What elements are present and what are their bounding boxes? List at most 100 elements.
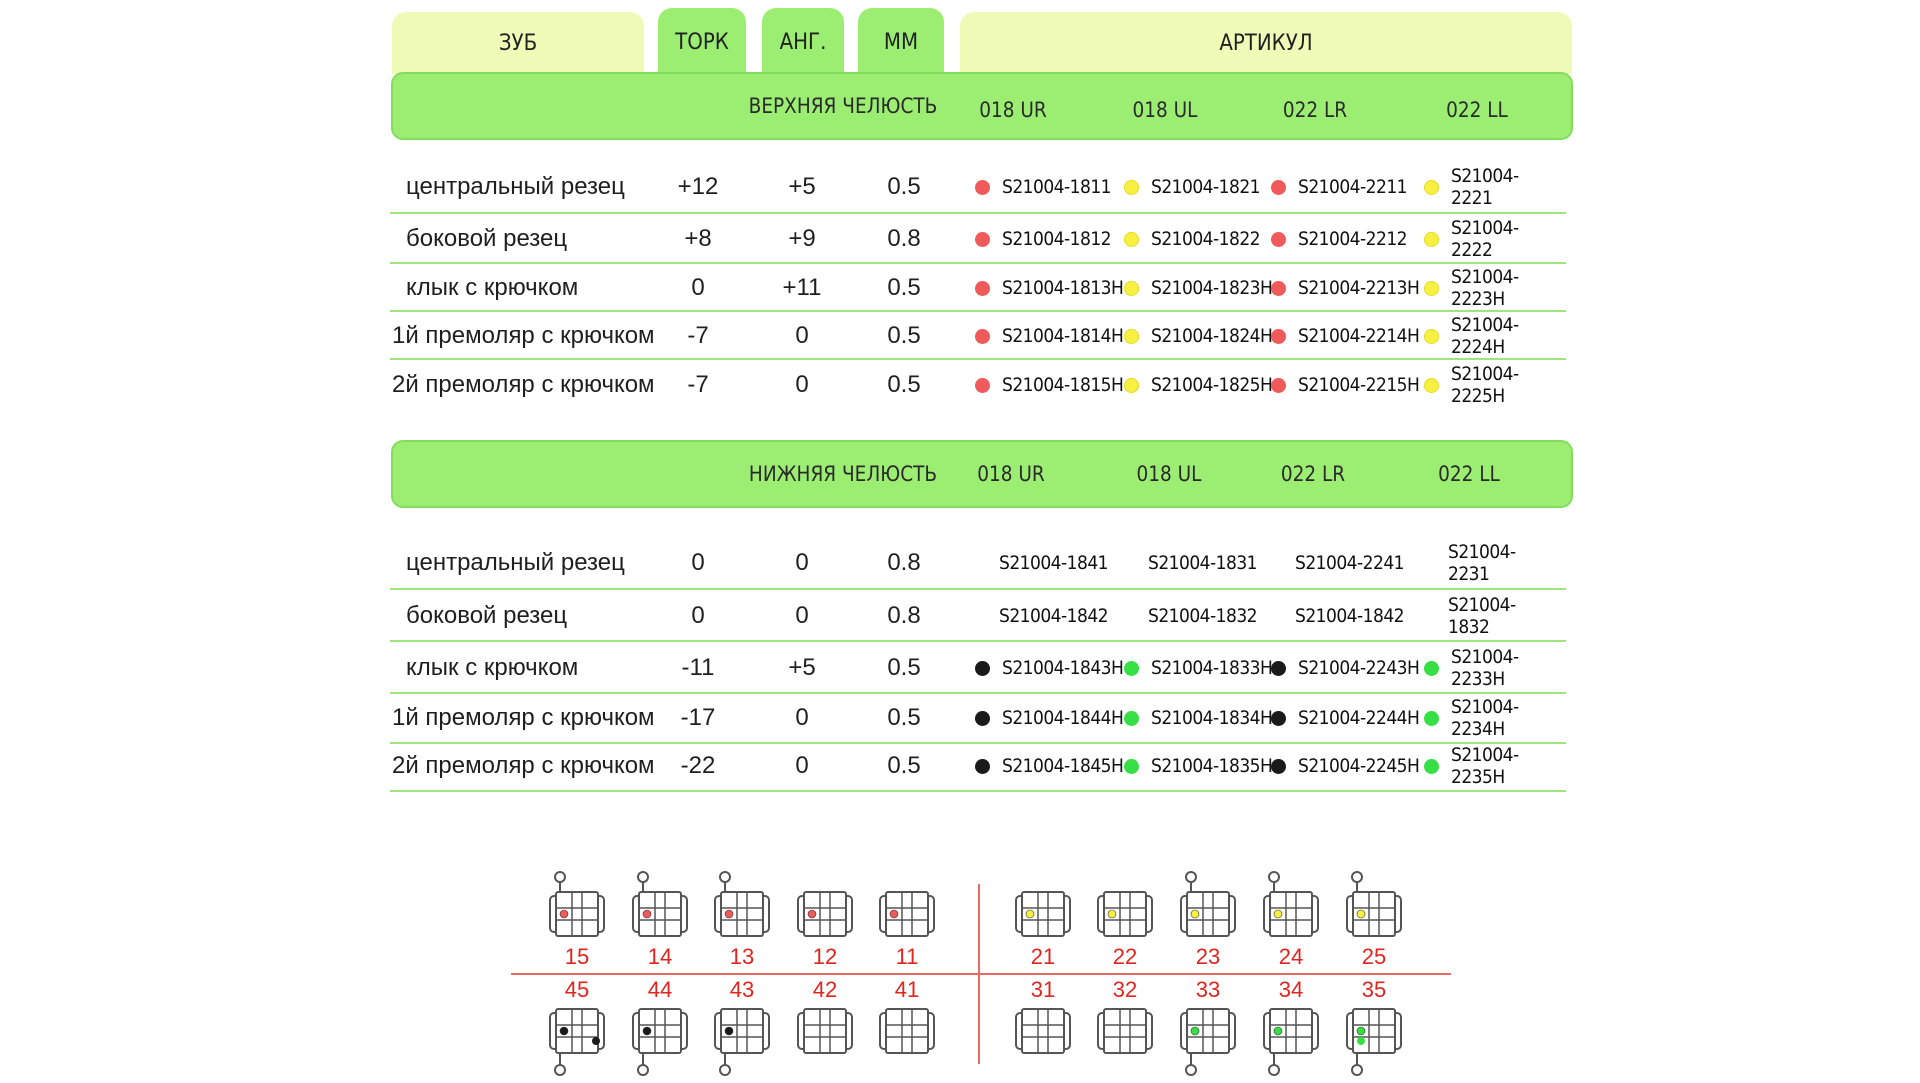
article-code: S21004-1825H [1151, 374, 1273, 396]
bracket-icon [629, 996, 691, 1076]
article-cell: S21004-2235H [1424, 741, 1566, 791]
article-code: S21004-2241 [1295, 552, 1405, 574]
mm-value: 0.5 [887, 371, 921, 398]
mm-value: 0.5 [887, 654, 921, 681]
tab-article: АРТИКУЛ [960, 12, 1572, 74]
mm-value: 0.5 [887, 752, 921, 779]
article-cell: S21004-2212 [1271, 214, 1419, 264]
tab-tooth-label: ЗУБ [498, 30, 538, 56]
upper-row: боковой резец +8 +9 0.8 S21004-1812 S21004-18… [390, 214, 1566, 264]
tooth-number: 14 [647, 944, 673, 969]
tooth-number: 42 [812, 977, 838, 1002]
article-cell: S21004-2222 [1424, 214, 1566, 264]
row-divider [390, 262, 1566, 264]
tooth-number: 31 [1030, 977, 1056, 1002]
lower-row: 1й премоляр с крючком -17 0 0.5 S21004-1844H… [390, 693, 1566, 743]
mm-value: 0.8 [887, 549, 921, 576]
tooth-name: боковой резец [406, 225, 568, 252]
mm-value: 0.5 [887, 704, 921, 731]
torque-value: +12 [677, 173, 719, 200]
article-code: S21004-1814H [1002, 325, 1124, 347]
upper-col-3: 022 LR [1282, 98, 1348, 122]
article-cell: S21004-2233H [1424, 643, 1566, 693]
lower-col-4: 022 LL [1438, 462, 1500, 486]
upper-row: 2й премоляр с крючком -7 0 0.5 S21004-1815H S… [390, 360, 1566, 410]
article-code: S21004-1832 [1448, 594, 1516, 638]
black-dot-icon [975, 660, 990, 676]
tooth-number: 22 [1112, 944, 1138, 969]
torque-value: 0 [691, 274, 705, 301]
article-code: S21004-1843H [1002, 657, 1124, 679]
article-code: S21004-2233H [1451, 646, 1519, 690]
tooth-number: 34 [1278, 977, 1304, 1002]
article-cell: S21004-2244H [1271, 693, 1433, 743]
bracket-icon [1260, 868, 1322, 938]
tooth-number: 15 [564, 944, 590, 969]
angle-value: +9 [788, 225, 816, 252]
upper-row: центральный резец +12 +5 0.5 S21004-1811 S210… [390, 162, 1566, 212]
tooth-name: 1й премоляр с крючком [392, 704, 655, 731]
lower-col-3: 022 LR [1280, 462, 1346, 486]
article-cell: S21004-1833H [1124, 643, 1286, 693]
article-code: S21004-1835H [1151, 755, 1273, 777]
yellow-dot-icon [1424, 231, 1439, 247]
bracket-icon [1343, 868, 1405, 938]
green-dot-icon [1124, 660, 1139, 676]
tooth-number: 41 [894, 977, 920, 1002]
tooth-name: центральный резец [406, 549, 625, 576]
black-dot-icon [1271, 710, 1286, 726]
article-code: S21004-1834H [1151, 707, 1273, 729]
row-divider [390, 790, 1566, 792]
bracket-icon [794, 868, 856, 938]
row-divider [390, 742, 1566, 744]
bracket-icon [629, 868, 691, 938]
article-cell: S21004-1845H [975, 741, 1137, 791]
article-cell: S21004-2214H [1271, 311, 1433, 361]
article-cell: S21004-1824H [1124, 311, 1286, 361]
article-code: S21004-2224H [1451, 314, 1519, 358]
bracket-icon [1260, 996, 1322, 1076]
article-cell: S21004-2221 [1424, 162, 1566, 212]
tooth-name: 1й премоляр с крючком [392, 322, 655, 349]
bracket-icon [1177, 996, 1239, 1076]
article-code: S21004-2222 [1451, 217, 1519, 261]
tab-mm: ММ [858, 8, 944, 76]
yellow-dot-icon [1424, 179, 1439, 195]
row-divider [390, 358, 1566, 360]
tooth-number: 21 [1030, 944, 1056, 969]
article-cell: S21004-1821 [1124, 162, 1272, 212]
article-code: S21004-2244H [1298, 707, 1420, 729]
tooth-number: 32 [1112, 977, 1138, 1002]
torque-value: +8 [684, 225, 712, 252]
red-dot-icon [1271, 179, 1286, 195]
article-cell: S21004-2243H [1271, 643, 1433, 693]
yellow-dot-icon [1424, 280, 1439, 296]
row-divider [390, 588, 1566, 590]
green-dot-icon [1424, 758, 1439, 774]
green-dot-icon [1124, 710, 1139, 726]
yellow-dot-icon [1124, 231, 1139, 247]
tooth-number: 11 [895, 944, 919, 969]
lower-col-1: 018 UR [977, 462, 1045, 486]
red-dot-icon [975, 231, 990, 247]
mm-value: 0.8 [887, 225, 921, 252]
article-code: S21004-1845H [1002, 755, 1124, 777]
article-code: S21004-2245H [1298, 755, 1420, 777]
article-cell: S21004-1823H [1124, 263, 1286, 313]
row-divider [390, 640, 1566, 642]
green-dot-icon [1124, 758, 1139, 774]
angle-value: 0 [795, 322, 809, 349]
article-cell: S21004-1831 [1148, 538, 1269, 588]
bracket-icon [711, 868, 773, 938]
tab-torque-label: ТОРК [675, 29, 729, 55]
lower-row: клык с крючком -11 +5 0.5 S21004-1843H S21004… [390, 643, 1566, 693]
red-dot-icon [1271, 280, 1286, 296]
article-cell: S21004-1842 [999, 591, 1120, 641]
angle-value: 0 [795, 752, 809, 779]
mm-value: 0.5 [887, 322, 921, 349]
tooth-number: 45 [564, 977, 590, 1002]
diagram-horizontal-axis [511, 973, 1451, 975]
red-dot-icon [1271, 377, 1286, 393]
tooth-number: 12 [812, 944, 838, 969]
bracket-icon [546, 996, 608, 1076]
